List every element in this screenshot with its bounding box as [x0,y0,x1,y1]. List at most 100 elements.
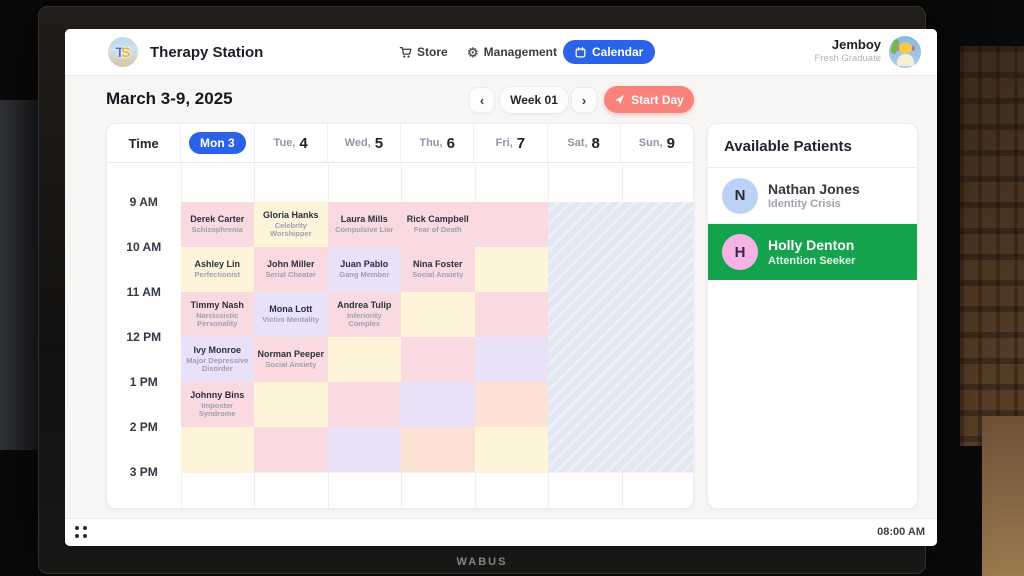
user-name: Jemboy [831,37,881,52]
nav-calendar-button[interactable]: Calendar [563,40,656,64]
appointment-cell[interactable]: Laura Mills Compulsive Liar [327,202,401,247]
appointment-cell[interactable]: Rick Campbell Fear of Death [401,202,475,247]
empty-slot-cell[interactable] [474,427,548,472]
day-header-thu[interactable]: Thu, 6 [400,124,473,162]
appointment-patient-name: Andrea Tulip [337,299,392,310]
user-subtitle: Fresh Graduate [814,52,881,64]
appointment-cell[interactable]: Johnny Bins Imposter Syndrome [180,382,254,427]
empty-slot-cell[interactable] [254,427,328,472]
patient-list-item[interactable]: H Holly Denton Attention Seeker [708,224,917,280]
calendar-icon [575,46,586,57]
appointment-patient-name: Mona Lott [269,304,313,315]
appointment-condition: Fear of Death [413,225,462,235]
empty-slot-cell[interactable] [474,337,548,382]
appointment-condition: Perfectionist [194,270,240,280]
previous-week-button[interactable]: ‹ [469,87,495,113]
appointment-condition: Compulsive Liar [335,225,394,235]
time-label: 9 AM [129,195,158,209]
day-number-label: 9 [666,134,675,152]
patient-condition: Attention Seeker [768,254,856,267]
appointment-condition: Serial Cheater [265,270,316,280]
appointment-condition: Inferiority Complex [346,310,382,329]
empty-slot-cell[interactable] [474,292,548,337]
appointment-patient-name: Ivy Monroe [193,344,241,355]
cart-icon [399,46,412,58]
logo-letter-s: S [121,44,131,60]
next-week-button[interactable]: › [571,87,597,113]
appointment-condition: Celebrity Worshipper [269,220,312,239]
appointment-condition: Social Anxiety [412,270,464,280]
day-header-wed[interactable]: Wed, 5 [326,124,400,162]
appointment-cell[interactable]: Mona Lott Victim Mentality [254,292,328,337]
start-day-button[interactable]: Start Day [604,86,694,113]
monitor-brand-label: WABUS [456,556,508,568]
appointment-cell[interactable]: Ashley Lin Perfectionist [180,247,254,292]
day-header-sun[interactable]: Sun, 9 [619,124,693,162]
empty-slot-cell[interactable] [474,382,548,427]
week-indicator: Week 01 [499,86,569,114]
start-day-label: Start Day [631,92,684,107]
day-name-label: Wed, [344,137,371,149]
calendar-label: Calendar [592,45,644,59]
appointment-cell[interactable]: Andrea Tulip Inferiority Complex [327,292,401,337]
empty-slot-cell[interactable] [327,382,401,427]
empty-slot-cell[interactable] [254,382,328,427]
appointment-condition: Victim Mentality [262,315,320,325]
calendar-header-row: Time Mon 3 Tue, 4 Wed, 5 Thu, 6 Fri, 7 Sat, 8 Sun, 9 [107,124,693,163]
gridline [180,472,693,473]
nav-store-button[interactable]: Store [399,45,448,59]
appointment-condition: Social Anxiety [265,360,317,370]
schedule-calendar: Time Mon 3 Tue, 4 Wed, 5 Thu, 6 Fri, 7 Sat, 8 Sun, 9… [106,123,694,509]
user-avatar[interactable] [889,36,921,68]
day-header-fri[interactable]: Fri, 7 [473,124,546,162]
patient-list-item[interactable]: N Nathan Jones Identity Crisis [708,168,917,224]
chevron-right-icon: › [581,92,587,108]
empty-slot-cell[interactable] [180,427,254,472]
day-header-mon[interactable]: Mon 3 [180,124,253,162]
day-name-label: Tue, [273,137,296,149]
appointment-cell[interactable]: Timmy Nash Narcissistic Personality [180,292,254,337]
day-header-sat[interactable]: Sat, 8 [546,124,620,162]
time-label: 12 PM [126,330,162,344]
nav-management-button[interactable]: ⚙ Management [467,45,557,59]
gear-icon: ⚙ [467,44,479,60]
appointment-cell[interactable]: Norman Peeper Social Anxiety [254,337,328,382]
empty-slot-cell[interactable] [327,337,401,382]
avatar-body [897,54,914,66]
appointment-condition: Schizophrenia [191,225,243,235]
chevron-left-icon: ‹ [479,92,485,108]
day-number-label: 8 [591,134,600,152]
appointment-cell[interactable]: John Miller Serial Cheater [254,247,328,292]
appointment-patient-name: Juan Pablo [340,259,389,270]
user-info[interactable]: Jemboy Fresh Graduate [814,37,881,64]
empty-slot-cell[interactable] [474,202,548,247]
day-number-label: 7 [516,134,526,152]
appointment-condition: Gang Member [339,270,390,280]
empty-slot-cell[interactable] [401,427,475,472]
empty-slot-cell[interactable] [474,247,548,292]
appointment-cell[interactable]: Ivy Monroe Major Depressive Disorder [180,337,254,382]
empty-slot-cell[interactable] [401,337,475,382]
empty-slot-cell[interactable] [327,427,401,472]
appointment-cell[interactable]: Derek Carter Schizophrenia [180,202,254,247]
app-grid-icon[interactable] [75,526,88,539]
patient-text: Nathan Jones Identity Crisis [768,181,860,211]
avatar-head [899,42,912,54]
empty-slot-cell[interactable] [401,292,475,337]
empty-slot-cell[interactable] [401,382,475,427]
app-title: Therapy Station [150,44,264,61]
appointment-cell[interactable]: Juan Pablo Gang Member [327,247,401,292]
appointment-cell[interactable]: Nina Foster Social Anxiety [401,247,475,292]
appointment-patient-name: Norman Peeper [257,349,325,360]
patient-avatar: H [722,234,758,270]
day-header-tue[interactable]: Tue, 4 [253,124,327,162]
patient-avatar: N [722,177,758,214]
store-label: Store [417,45,448,59]
appointment-patient-name: Derek Carter [190,214,245,225]
appointment-patient-name: Johnny Bins [190,389,245,400]
appointment-cell[interactable]: Gloria Hanks Celebrity Worshipper [254,202,328,247]
logo-letter-t: T [115,44,125,60]
